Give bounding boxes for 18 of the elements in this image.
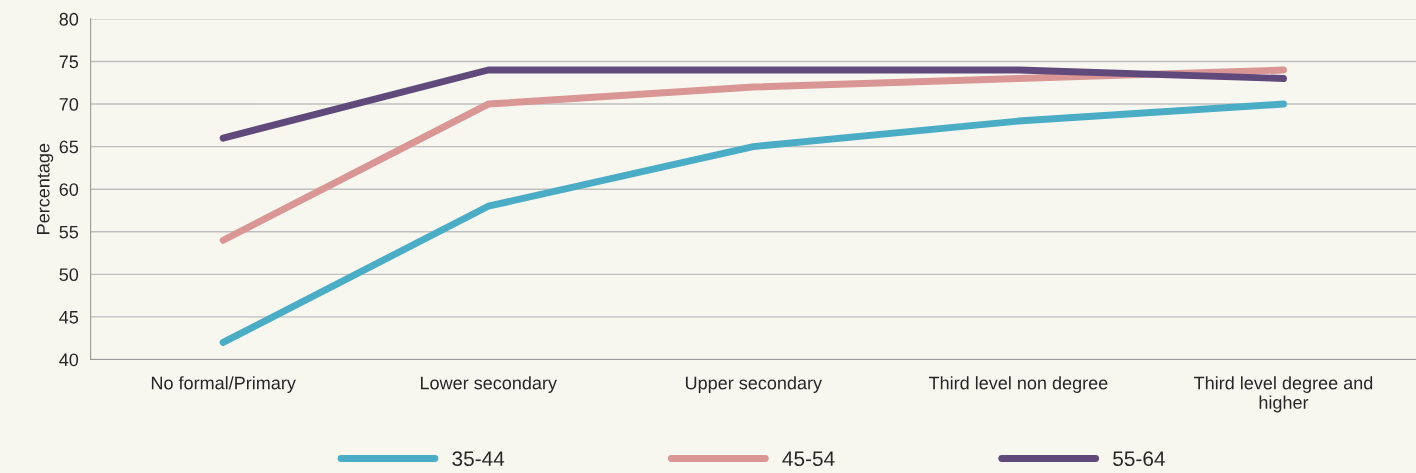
x-tick-label: Upper secondary (685, 376, 823, 393)
y-tick-label: 40 (59, 353, 79, 367)
y-axis-title: Percentage (37, 143, 54, 234)
legend-label: 45-54 (782, 451, 835, 467)
x-tick-label: Lower secondary (420, 376, 557, 393)
y-tick-label: 60 (59, 183, 79, 196)
y-tick-label: 45 (59, 311, 79, 324)
legend-label: 35-44 (452, 451, 505, 467)
legend-label: 55-64 (1113, 451, 1165, 467)
x-tick-label: No formal/Primary (151, 376, 296, 393)
x-tick-label: Third level non degree (928, 376, 1108, 393)
y-tick-label: 75 (59, 55, 79, 69)
x-tick-label: Third level degree and higher (1194, 376, 1373, 413)
y-tick-label: 50 (59, 268, 79, 282)
y-tick-label: 55 (59, 225, 79, 239)
y-tick-label: 70 (59, 97, 79, 111)
y-tick-label: 80 (59, 12, 79, 26)
y-tick-label: 65 (59, 140, 79, 154)
